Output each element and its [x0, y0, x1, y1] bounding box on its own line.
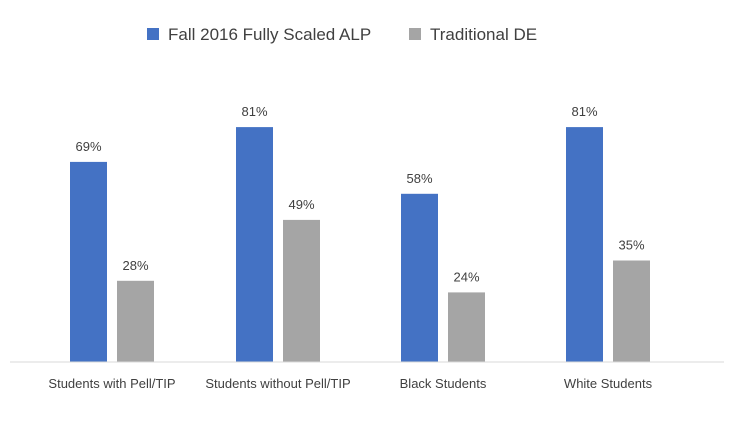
bar-series1-3 [401, 193, 438, 362]
data-label-series2-4: 35% [618, 238, 644, 253]
bar-series1-2 [236, 127, 273, 362]
bar-series2-3 [448, 292, 485, 362]
legend-swatch-2 [409, 28, 421, 40]
x-tick-label-2: Students without Pell/TIP [205, 376, 350, 391]
data-label-series2-2: 49% [288, 197, 314, 212]
bar-series2-4 [613, 260, 650, 362]
legend-label-1: Fall 2016 Fully Scaled ALP [168, 25, 371, 44]
data-label-series1-4: 81% [571, 104, 597, 119]
data-label-series1-1: 69% [75, 139, 101, 154]
data-label-series2-1: 28% [122, 258, 148, 273]
data-label-series1-3: 58% [406, 171, 432, 186]
legend: Fall 2016 Fully Scaled ALP Traditional DE [147, 25, 537, 44]
bar-series1-1 [70, 161, 107, 362]
bar-series1-4 [566, 127, 603, 362]
bar-series2-2 [283, 219, 320, 362]
legend-swatch-1 [147, 28, 159, 40]
bar-series2-1 [117, 280, 154, 362]
bars-group [70, 127, 650, 362]
legend-label-2: Traditional DE [430, 25, 537, 44]
data-label-series2-3: 24% [453, 269, 479, 284]
category-labels-group: Students with Pell/TIP Students without P… [48, 376, 652, 391]
data-label-series1-2: 81% [241, 104, 267, 119]
x-tick-label-1: Students with Pell/TIP [48, 376, 175, 391]
x-tick-label-4: White Students [564, 376, 653, 391]
value-labels-group: 69% 81% 58% 81% 28% 49% 24% 35% [75, 104, 644, 284]
x-tick-label-3: Black Students [400, 376, 487, 391]
